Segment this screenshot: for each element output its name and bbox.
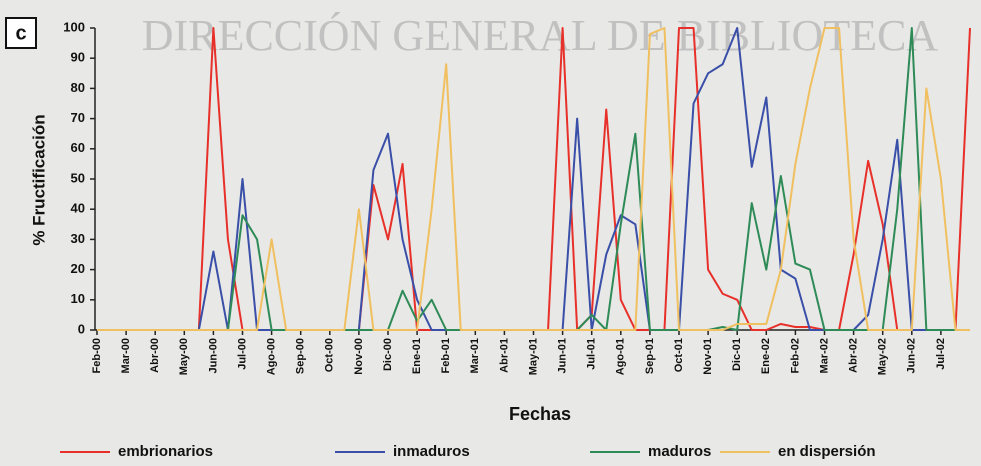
x-tick-label: Mar-00	[120, 338, 132, 373]
y-tick-label: 100	[63, 19, 85, 34]
x-tick-label: Sep-00	[295, 338, 307, 374]
x-tick-label: Jul-00	[236, 338, 248, 370]
x-tick-label: Mar-02	[818, 338, 830, 373]
y-tick-label: 50	[71, 170, 85, 185]
x-tick-label: Jul-02	[935, 338, 947, 370]
y-tick-label: 40	[71, 201, 85, 216]
x-tick-label: May-00	[178, 338, 190, 375]
watermark: DIRECCIÓN GENERAL DE BIBLIOTECA	[142, 11, 939, 60]
x-tick-label: Dic-00	[382, 338, 394, 371]
x-tick-label: Feb-01	[440, 338, 452, 373]
x-tick-label: Jul-01	[586, 338, 598, 370]
x-tick-label: Oct-01	[673, 338, 685, 372]
panel-box	[5, 17, 37, 49]
x-axis-label: Fechas	[509, 404, 571, 424]
y-tick-label: 60	[71, 140, 85, 155]
x-tick-label: Nov-00	[353, 338, 365, 375]
x-tick-label: Ene-02	[760, 338, 772, 374]
y-tick-label: 80	[71, 80, 85, 95]
legend-label: embrionarios	[118, 443, 213, 460]
x-tick-label: Sep-01	[644, 338, 656, 374]
y-axis-label: % Fructificación	[29, 114, 48, 245]
x-tick-label: Ago-01	[615, 338, 627, 375]
x-tick-label: Jun-01	[557, 338, 569, 373]
x-tick-label: Feb-02	[789, 338, 801, 373]
x-tick-label: Ene-01	[411, 338, 423, 374]
y-tick-label: 90	[71, 50, 85, 65]
legend-label: inmaduros	[393, 443, 470, 460]
y-tick-label: 0	[78, 321, 85, 336]
y-tick-label: 10	[71, 291, 85, 306]
x-tick-label: Abr-00	[149, 338, 161, 373]
x-tick-label: May-01	[527, 338, 539, 375]
x-tick-label: May-02	[877, 338, 889, 375]
series-line	[97, 27, 970, 331]
x-tick-label: Ago-00	[266, 338, 278, 375]
panel-label: c	[15, 22, 26, 44]
x-tick-label: Abr-01	[498, 338, 510, 373]
x-tick-label: Mar-01	[469, 338, 481, 373]
y-tick-label: 30	[71, 231, 85, 246]
x-tick-label: Nov-01	[702, 338, 714, 375]
x-tick-label: Feb-00	[91, 338, 103, 373]
legend-label: maduros	[648, 443, 711, 460]
y-tick-label: 20	[71, 261, 85, 276]
legend-label: en dispersión	[778, 443, 876, 460]
x-tick-label: Jun-00	[207, 338, 219, 373]
x-tick-label: Oct-00	[324, 338, 336, 372]
y-tick-label: 70	[71, 110, 85, 125]
x-tick-label: Jun-02	[906, 338, 918, 373]
x-tick-label: Dic-01	[731, 338, 743, 371]
x-tick-label: Abr-02	[848, 338, 860, 373]
